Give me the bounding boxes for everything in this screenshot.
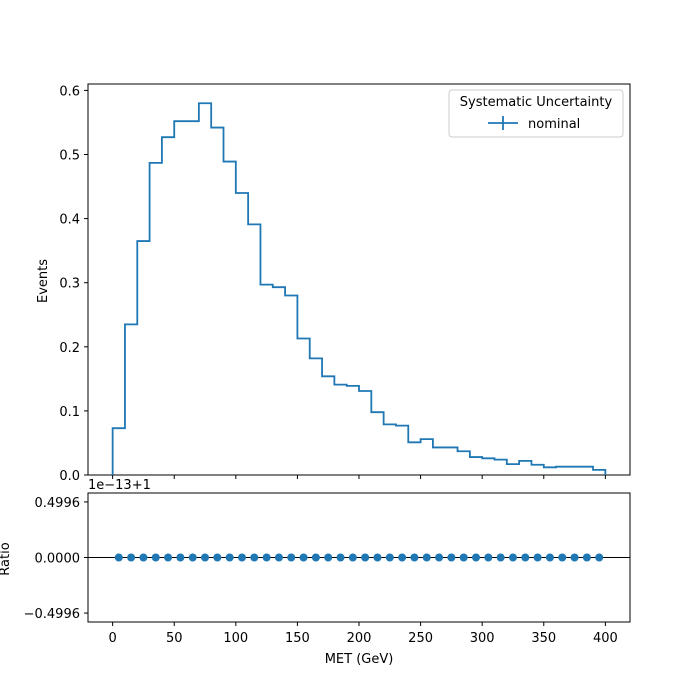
ratio-point [262, 553, 271, 562]
ratio-point [188, 553, 197, 562]
ratio-point [385, 553, 394, 562]
top-y-tick-label: 0.4 [59, 213, 80, 228]
ratio-point [201, 553, 210, 562]
ratio-point [435, 553, 444, 562]
bottom-x-ticks: 0 50 100 150 200 250 300 350 400 [108, 622, 618, 646]
bottom-y-axis-label: Ratio [0, 542, 13, 575]
ratio-point [570, 553, 579, 562]
top-y-axis-label: Events [36, 259, 51, 303]
ratio-point [299, 553, 308, 562]
ratio-point [348, 553, 357, 562]
bottom-y-tick-label: 0.0000 [35, 552, 81, 567]
ratio-point [496, 553, 505, 562]
ratio-point [373, 553, 382, 562]
ratio-point [398, 553, 407, 562]
top-plot-area [87, 83, 631, 476]
legend-title: Systematic Uncertainty [460, 95, 613, 110]
ratio-point [595, 553, 604, 562]
ratio-point [225, 553, 234, 562]
ratio-point [508, 553, 517, 562]
x-tick-label: 0 [108, 631, 116, 646]
nominal-series-histogram [111, 102, 607, 475]
legend-box [448, 89, 624, 138]
x-tick-label: 350 [531, 631, 556, 646]
ratio-point [127, 553, 136, 562]
ratio-point [176, 553, 185, 562]
x-tick-label: 300 [470, 631, 495, 646]
ratio-point [447, 553, 456, 562]
bottom-panel: 0.4996 0.0000 −0.4996 0 50 100 150 200 250 300 35… [0, 478, 631, 667]
offset-text: 1e−13+1 [88, 478, 151, 493]
ratio-point [237, 553, 246, 562]
ratio-point [410, 553, 419, 562]
top-y-tick-label: 0.0 [59, 469, 80, 484]
top-y-tick-label: 0.1 [59, 405, 80, 420]
ratio-points [114, 553, 604, 562]
ratio-point [324, 553, 333, 562]
legend: Systematic Uncertainty nominal [448, 89, 624, 138]
ratio-point [521, 553, 530, 562]
top-y-tick-label: 0.3 [59, 277, 80, 292]
ratio-point [114, 553, 123, 562]
ratio-point [484, 553, 493, 562]
ratio-point [582, 553, 591, 562]
top-x-ticks [112, 475, 606, 479]
ratio-point [472, 553, 481, 562]
top-y-tick-label: 0.5 [59, 149, 80, 164]
x-tick-label: 100 [223, 631, 248, 646]
top-y-ticks: 0.0 0.1 0.2 0.3 0.4 0.5 0.6 [59, 84, 88, 484]
x-tick-label: 50 [166, 631, 183, 646]
ratio-point [533, 553, 542, 562]
ratio-point [250, 553, 259, 562]
bottom-y-tick-label: −0.4996 [24, 607, 80, 622]
ratio-point [274, 553, 283, 562]
legend-entry-nominal: nominal [528, 117, 580, 132]
ratio-point [287, 553, 296, 562]
x-tick-label: 150 [285, 631, 310, 646]
x-tick-label: 200 [347, 631, 372, 646]
bottom-y-tick-label: 0.4996 [35, 496, 81, 511]
bottom-y-ticks: 0.4996 0.0000 −0.4996 [24, 496, 88, 622]
ratio-point [361, 553, 370, 562]
top-y-tick-label: 0.6 [59, 84, 80, 99]
x-axis-label: MET (GeV) [325, 652, 394, 667]
x-tick-label: 250 [408, 631, 433, 646]
x-tick-label: 400 [593, 631, 618, 646]
ratio-point [139, 553, 148, 562]
ratio-point [311, 553, 320, 562]
ratio-point [336, 553, 345, 562]
ratio-point [459, 553, 468, 562]
top-y-tick-label: 0.2 [59, 341, 80, 356]
ratio-point [545, 553, 554, 562]
top-panel: 0.0 0.1 0.2 0.3 0.4 0.5 0.6 Events Systematic … [36, 83, 631, 484]
ratio-point [213, 553, 222, 562]
ratio-point [422, 553, 431, 562]
ratio-point [558, 553, 567, 562]
ratio-point [164, 553, 173, 562]
ratio-point [151, 553, 160, 562]
